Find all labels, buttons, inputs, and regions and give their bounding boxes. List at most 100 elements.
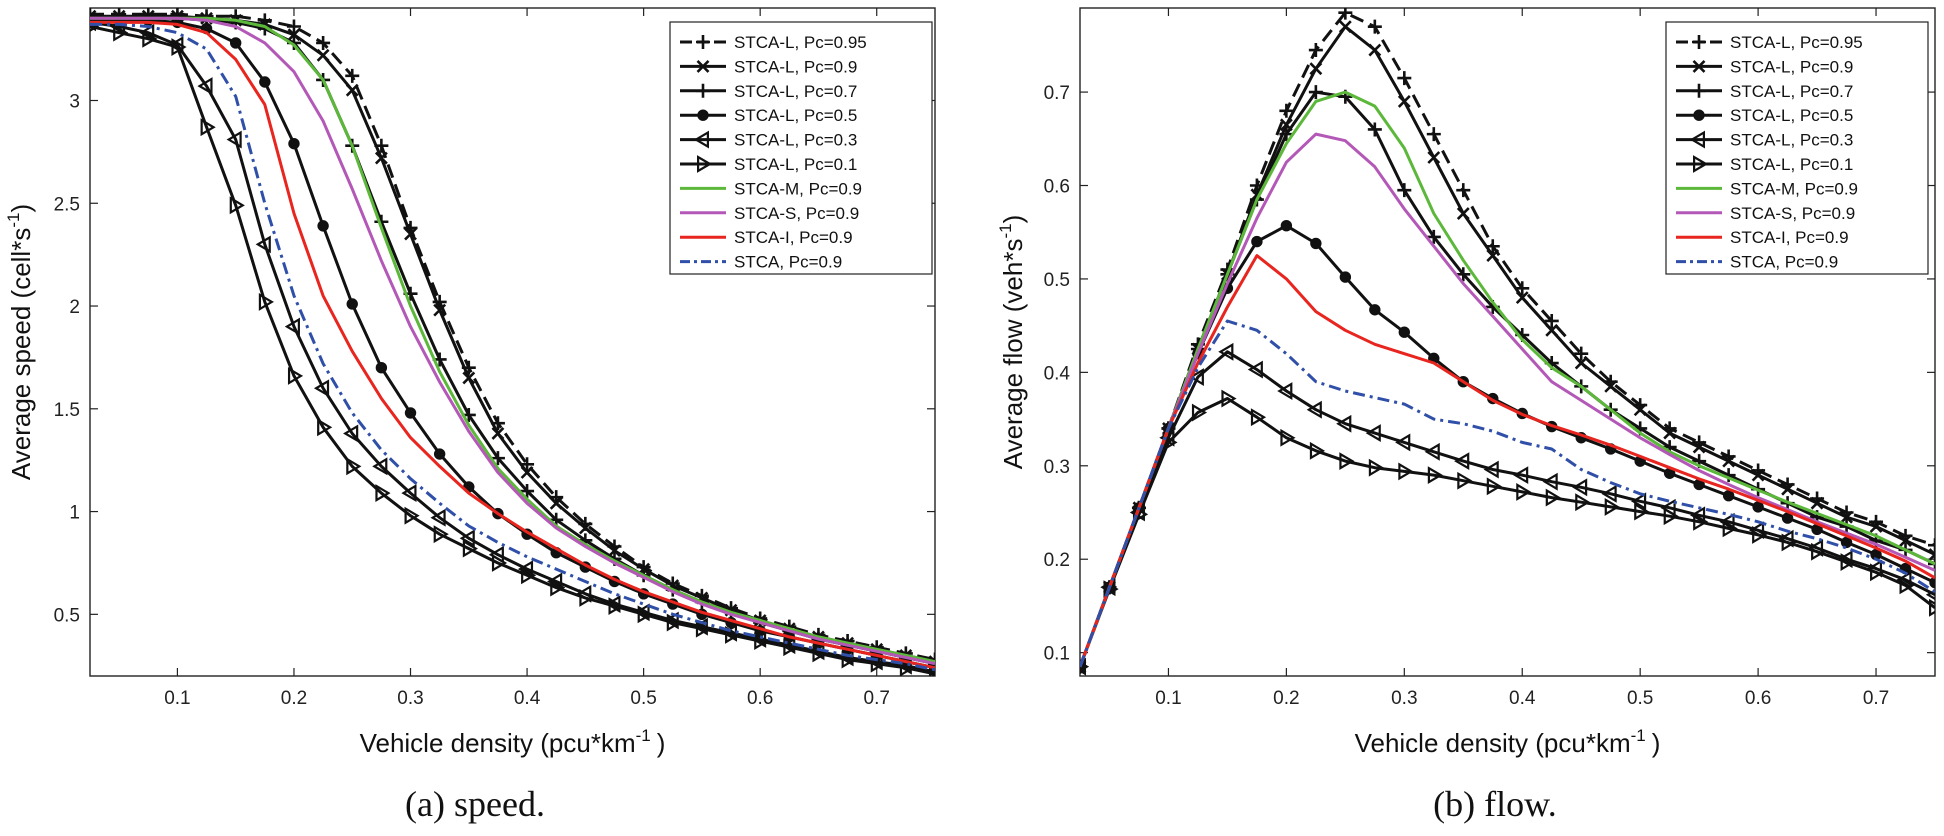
y-tick-label: 0.3 — [1044, 457, 1070, 478]
data-point — [1191, 403, 1208, 422]
data-point — [433, 303, 447, 317]
data-point — [1426, 127, 1441, 142]
data-point — [1221, 389, 1237, 408]
x-axis-label: Vehicle density (pcu*km-1) — [1355, 726, 1661, 758]
data-point — [490, 451, 505, 466]
data-point — [1251, 235, 1263, 248]
y-tick-label: 2.5 — [54, 194, 80, 215]
y-axis-label: Average flow (veh*s-1) — [996, 215, 1028, 470]
legend-label-7: STCA-S, Pc=0.9 — [1730, 204, 1855, 223]
data-point — [929, 665, 935, 676]
y-axis-label-main: Average speed (cell*s — [6, 228, 36, 480]
legend-marker — [696, 35, 710, 49]
data-point — [1368, 458, 1384, 477]
data-point — [142, 29, 158, 48]
data-point — [229, 37, 242, 49]
data-point — [1367, 19, 1382, 34]
legend-label-8: STCA-I, Pc=0.9 — [1730, 228, 1849, 247]
legend-marker — [1693, 109, 1705, 121]
caption-speed: (a) speed. — [405, 784, 545, 824]
y-tick-label: 0.6 — [1044, 177, 1070, 198]
data-point — [1545, 323, 1559, 337]
data-point — [255, 235, 271, 254]
series-group — [90, 8, 935, 676]
data-point — [1397, 71, 1412, 86]
legend-label-9: STCA, Pc=0.9 — [1730, 253, 1838, 272]
x-axis-label-end: ) — [657, 728, 666, 758]
series-line-0 — [90, 12, 935, 662]
data-point — [404, 506, 420, 525]
data-point — [1689, 506, 1706, 525]
x-tick-label: 0.4 — [1509, 688, 1536, 709]
series-line-9 — [1080, 319, 1935, 668]
x-axis-label-end: ) — [1652, 728, 1661, 758]
data-point — [1188, 368, 1204, 386]
data-point — [695, 619, 712, 638]
legend-marker — [1692, 83, 1706, 98]
data-point — [1722, 454, 1736, 468]
data-point — [1308, 85, 1323, 100]
data-point — [374, 151, 388, 165]
y-axis-label-main: Average flow (veh*s — [998, 239, 1028, 470]
series-line-0 — [1080, 11, 1935, 668]
series-line-7 — [90, 16, 935, 666]
x-axis-label-sup: -1 — [636, 726, 651, 745]
legend: STCA-L, Pc=0.95 STCA-L, Pc=0.9 STCA-L, Pc=… — [669, 21, 933, 275]
data-point — [1250, 408, 1267, 427]
series-line-6 — [90, 16, 935, 664]
legend-label-5: STCA-L, Pc=0.1 — [734, 155, 857, 174]
x-axis-label-sup: -1 — [1631, 726, 1646, 745]
legend-marker — [1692, 59, 1706, 73]
x-tick-label: 0.7 — [864, 688, 890, 709]
data-point — [550, 578, 566, 597]
data-point — [1545, 488, 1561, 507]
data-point — [1277, 382, 1293, 400]
data-point — [284, 317, 300, 336]
data-point — [1280, 219, 1293, 232]
legend-label-1: STCA-L, Pc=0.9 — [734, 57, 857, 76]
data-point — [226, 130, 242, 149]
data-point — [783, 638, 799, 657]
data-point — [608, 544, 621, 558]
data-point — [1454, 452, 1470, 471]
data-point — [549, 496, 563, 510]
data-point — [491, 427, 505, 440]
legend-marker — [696, 83, 710, 98]
data-point — [317, 220, 329, 232]
y-tick-label: 0.5 — [54, 605, 80, 626]
data-point — [1634, 502, 1650, 521]
x-tick-label: 0.3 — [397, 688, 423, 709]
data-point — [1928, 556, 1935, 571]
data-point — [1811, 542, 1827, 561]
data-point — [1426, 229, 1441, 244]
data-point — [200, 118, 216, 137]
x-tick-label: 0.1 — [1155, 688, 1181, 709]
data-point — [229, 196, 245, 215]
data-point — [1929, 576, 1935, 589]
data-point — [1929, 598, 1935, 617]
series-group — [1080, 8, 1935, 676]
data-point — [870, 654, 886, 673]
data-point — [1247, 360, 1263, 379]
data-point — [1516, 483, 1532, 501]
legend-label-2: STCA-L, Pc=0.7 — [1730, 82, 1853, 101]
data-point — [1306, 400, 1322, 419]
data-point — [287, 28, 301, 42]
data-point — [375, 361, 388, 374]
data-point — [1309, 62, 1323, 76]
legend-marker — [697, 155, 713, 173]
data-point — [1781, 533, 1797, 552]
legend-label-8: STCA-I, Pc=0.9 — [734, 228, 853, 247]
data-point — [1424, 442, 1440, 461]
legend-label-2: STCA-L, Pc=0.7 — [734, 82, 857, 101]
x-tick-label: 0.6 — [1745, 688, 1771, 709]
data-point — [1368, 43, 1382, 57]
data-point — [547, 572, 563, 591]
data-point — [1542, 472, 1558, 491]
data-point — [608, 597, 624, 616]
legend-marker — [693, 130, 709, 149]
chart-flow: 0.1 0.2 0.3 0.4 0.5 0.6 0.7 0.1 0.2 0.3 0.4 0.5 0.6 0… — [996, 7, 1936, 824]
data-point — [1398, 462, 1414, 481]
data-point — [1752, 526, 1768, 544]
data-point — [1310, 237, 1322, 250]
